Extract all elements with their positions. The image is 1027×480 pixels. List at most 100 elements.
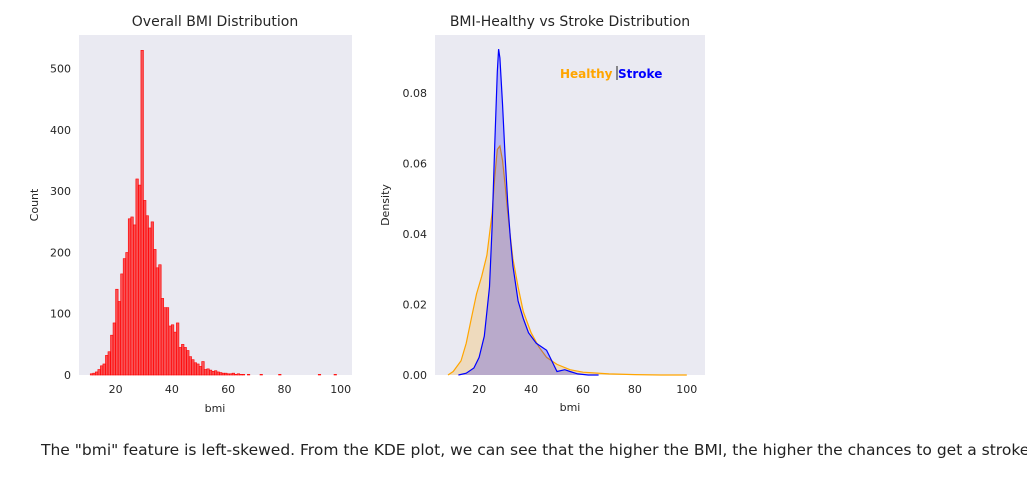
- histogram-bar: [259, 374, 263, 376]
- histogram-bar: [155, 267, 159, 376]
- kde-area-stroke: [458, 49, 599, 375]
- histogram-bar: [247, 374, 251, 376]
- histogram-bar: [234, 374, 238, 376]
- histogram-bar: [95, 371, 99, 376]
- histogram-bar: [107, 351, 111, 376]
- histogram-bar: [183, 347, 187, 376]
- y-tick-label: 0.02: [403, 299, 428, 312]
- histogram-bar: [125, 252, 129, 376]
- y-tick-label: 300: [50, 185, 71, 198]
- histogram-bar: [145, 215, 149, 376]
- histogram-bar: [122, 258, 127, 376]
- histogram-bar: [216, 371, 220, 376]
- histogram-bar: [127, 218, 132, 376]
- histogram-bar: [148, 227, 152, 376]
- kde-chart: 20 40 60 80 100 0.00 0.02 0.04 0.06 0.08 BMI-Heal…: [379, 14, 705, 414]
- histogram-bar: [191, 359, 195, 376]
- histogram-bar: [219, 372, 223, 376]
- stroke-annotation: Stroke: [618, 67, 662, 81]
- histogram-bar: [231, 372, 235, 376]
- kde-y-axis-label: Density: [379, 184, 392, 226]
- caption-text: The "bmi" feature is left-skewed. From t…: [41, 441, 1027, 459]
- histogram-bar: [226, 373, 230, 376]
- histogram-bar: [102, 363, 106, 376]
- histogram-bar: [224, 372, 228, 376]
- histogram-bar: [160, 298, 165, 376]
- histogram-bar: [198, 366, 203, 376]
- histogram-bar: [120, 273, 124, 376]
- histogram-bar: [138, 184, 142, 376]
- histogram-bar: [110, 334, 114, 376]
- histogram-bar: [221, 372, 225, 376]
- kde-line-stroke: [458, 49, 599, 376]
- histogram-bar: [165, 307, 170, 376]
- histogram-bar: [173, 331, 177, 376]
- x-tick-label: 100: [330, 383, 351, 396]
- histogram-bar: [181, 344, 185, 376]
- x-tick-label: 20: [109, 383, 123, 396]
- x-tick-label: 60: [576, 383, 590, 396]
- histogram-bar: [143, 200, 147, 376]
- histogram-bar: [317, 374, 322, 376]
- x-tick-label: 80: [628, 383, 642, 396]
- histogram-title: Overall BMI Distribution: [132, 14, 298, 30]
- histogram-bar: [97, 369, 101, 376]
- histogram-bar: [333, 374, 337, 376]
- histogram-bar: [211, 371, 215, 376]
- kde-area-healthy: [448, 146, 687, 375]
- histogram-bar: [168, 325, 172, 376]
- kde-line-healthy: [447, 144, 687, 376]
- histogram-bar: [229, 373, 233, 376]
- x-tick-label: 80: [278, 383, 292, 396]
- histogram-bar: [135, 178, 139, 376]
- histogram-bar: [193, 362, 197, 376]
- y-tick-label: 200: [50, 247, 71, 260]
- histogram-bar: [188, 356, 192, 376]
- histogram-bar: [209, 369, 213, 376]
- histogram-bar: [196, 363, 200, 376]
- histogram-bar: [178, 347, 182, 376]
- histogram-bar: [133, 224, 137, 376]
- histogram-bar: [112, 322, 116, 376]
- histogram-bar: [89, 373, 94, 376]
- kde-ticks: 20 40 60 80 100 0.00 0.02 0.04 0.06 0.08: [403, 87, 698, 396]
- histogram-bars: [89, 50, 337, 376]
- histogram-bar: [153, 249, 157, 376]
- kde-title: BMI-Healthy vs Stroke Distribution: [450, 14, 690, 30]
- y-tick-label: 0.00: [403, 369, 428, 382]
- histogram-bar: [158, 264, 162, 376]
- y-tick-label: 0.06: [403, 158, 428, 171]
- y-tick-label: 500: [50, 63, 71, 76]
- histogram-x-axis-label: bmi: [205, 402, 226, 415]
- histogram-bar: [206, 368, 210, 376]
- x-tick-label: 60: [221, 383, 235, 396]
- histogram-bar: [236, 373, 240, 376]
- histogram-y-axis-label: Count: [28, 188, 41, 221]
- healthy-annotation: Healthy: [560, 67, 613, 81]
- histogram-bar: [140, 50, 144, 376]
- histogram-bar: [163, 307, 167, 376]
- histogram-bar: [92, 372, 96, 376]
- x-tick-label: 40: [524, 383, 538, 396]
- x-tick-label: 20: [472, 383, 486, 396]
- y-tick-label: 100: [50, 308, 71, 321]
- charts-figure: 20 40 60 80 100 0 100 200 300 400 500 Overall BMI …: [28, 14, 705, 415]
- kde-plot-area: [435, 35, 705, 375]
- x-tick-label: 100: [676, 383, 697, 396]
- histogram-bar: [150, 221, 154, 376]
- kde-series: [447, 49, 687, 376]
- histogram-chart: 20 40 60 80 100 0 100 200 300 400 500 Overall BMI …: [28, 14, 352, 415]
- histogram-bar: [239, 374, 243, 376]
- histogram-ticks: 20 40 60 80 100 0 100 200 300 400 500: [50, 63, 351, 396]
- y-tick-label: 0: [64, 369, 71, 382]
- y-tick-label: 400: [50, 124, 71, 137]
- histogram-bar: [201, 361, 205, 376]
- histogram-bar: [214, 370, 218, 376]
- y-tick-label: 0.04: [403, 228, 428, 241]
- histogram-bar: [203, 369, 208, 376]
- histogram-bar: [186, 350, 190, 376]
- histogram-bar: [105, 355, 109, 376]
- histogram-bar: [176, 322, 180, 376]
- y-tick-label: 0.08: [403, 87, 428, 100]
- histogram-bar: [100, 365, 104, 376]
